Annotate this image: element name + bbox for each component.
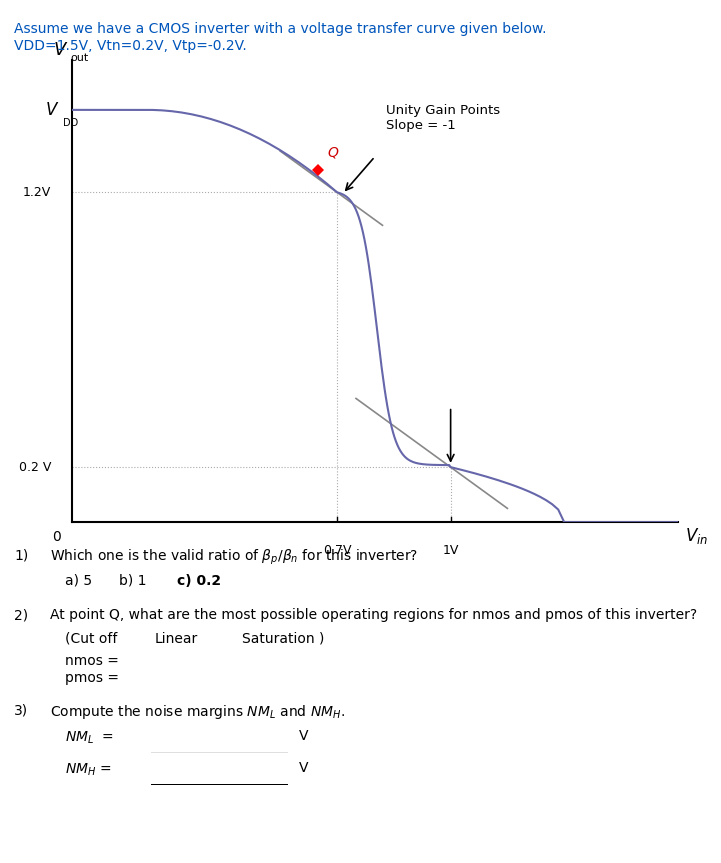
Text: Compute the noise margins $NM_L$ and $NM_H$.: Compute the noise margins $NM_L$ and $NM… xyxy=(50,703,345,721)
Text: Saturation ): Saturation ) xyxy=(242,632,324,646)
Text: $V_{in}$: $V_{in}$ xyxy=(686,526,709,546)
Text: $NM_H$ =: $NM_H$ = xyxy=(65,761,112,778)
Text: 0.2 V: 0.2 V xyxy=(19,461,51,474)
Text: Linear: Linear xyxy=(155,632,198,646)
Text: VDD=1.5V, Vtn=0.2V, Vtp=-0.2V.: VDD=1.5V, Vtn=0.2V, Vtp=-0.2V. xyxy=(14,39,247,53)
Text: 1V: 1V xyxy=(443,544,459,557)
Text: V: V xyxy=(299,729,309,743)
Text: Q: Q xyxy=(327,146,338,160)
Text: Assume we have a CMOS inverter with a voltage transfer curve given below.: Assume we have a CMOS inverter with a vo… xyxy=(14,22,547,35)
Text: DD: DD xyxy=(63,118,78,128)
Text: V: V xyxy=(45,101,57,119)
Text: pmos =: pmos = xyxy=(65,671,119,685)
Text: V: V xyxy=(299,761,309,775)
Text: b) 1: b) 1 xyxy=(119,574,146,588)
Text: Which one is the valid ratio of $\beta_p/\beta_n$ for this inverter?: Which one is the valid ratio of $\beta_p… xyxy=(50,548,419,567)
Text: 3): 3) xyxy=(14,703,29,717)
Text: 0: 0 xyxy=(53,530,61,545)
Text: 1.2V: 1.2V xyxy=(23,186,51,198)
Text: a) 5: a) 5 xyxy=(65,574,92,588)
Text: V: V xyxy=(54,41,66,59)
Text: c) 0.2: c) 0.2 xyxy=(177,574,221,588)
Text: Unity Gain Points
Slope = -1: Unity Gain Points Slope = -1 xyxy=(386,104,500,132)
Text: $NM_L$  =: $NM_L$ = xyxy=(65,729,114,746)
Text: 1): 1) xyxy=(14,548,29,562)
Text: (Cut off: (Cut off xyxy=(65,632,118,646)
Text: out: out xyxy=(70,54,89,63)
Text: 0.7V: 0.7V xyxy=(323,544,351,557)
Text: nmos =: nmos = xyxy=(65,654,119,668)
Text: At point Q, what are the most possible operating regions for nmos and pmos of th: At point Q, what are the most possible o… xyxy=(50,608,698,622)
Text: 2): 2) xyxy=(14,608,29,622)
